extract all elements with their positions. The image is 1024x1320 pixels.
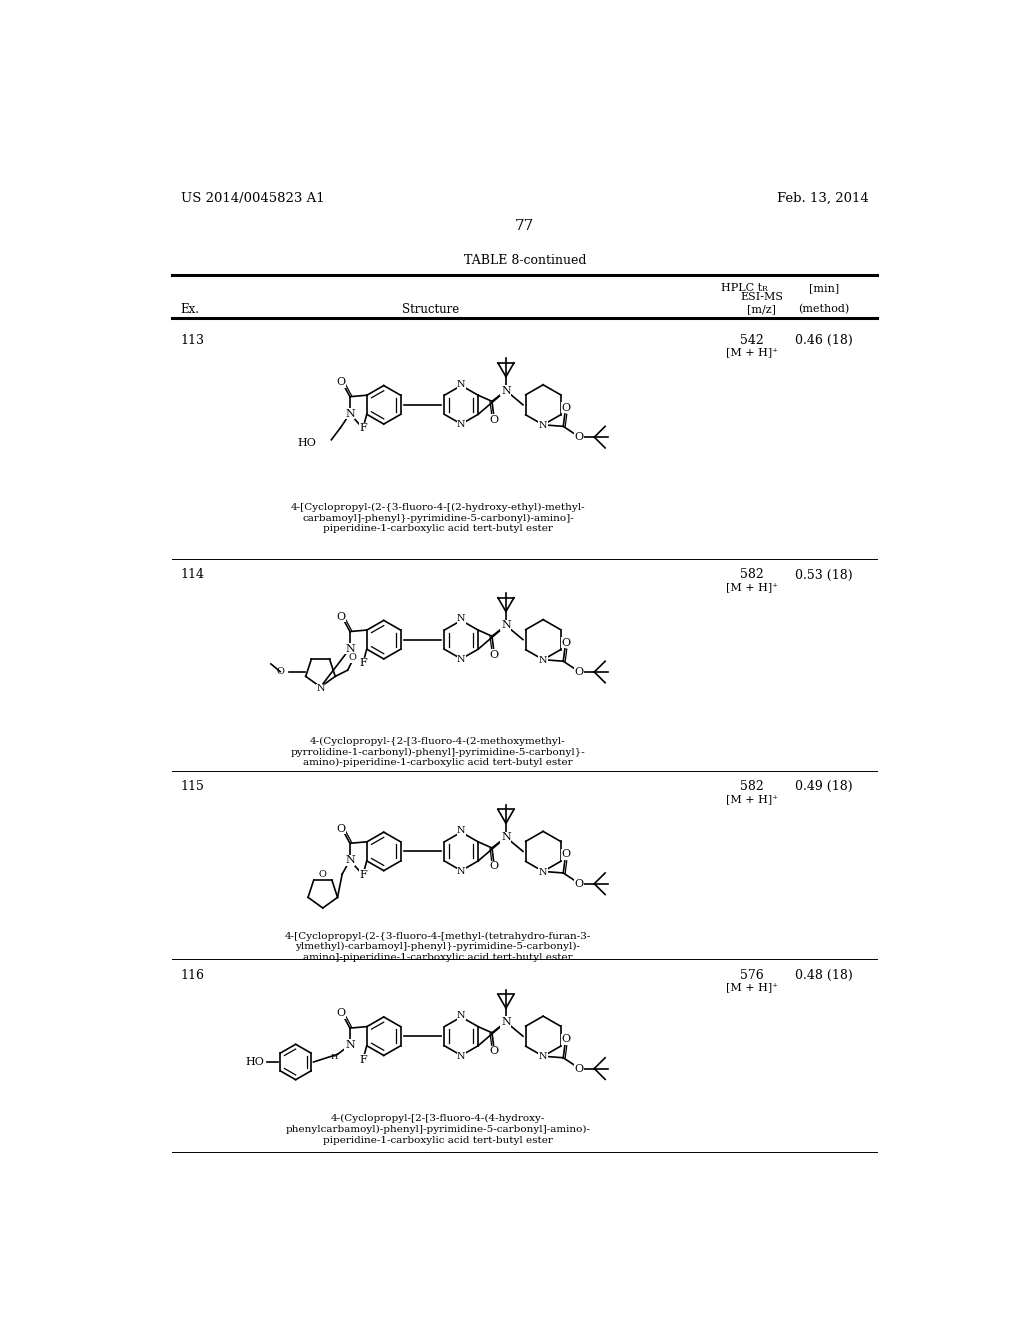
Text: 115: 115 [180,780,205,793]
Text: N: N [539,1052,548,1061]
Text: N: N [457,380,466,388]
Text: O: O [574,879,584,888]
Text: 0.53 (18): 0.53 (18) [796,569,853,582]
Text: N: N [345,409,354,418]
Text: 542: 542 [740,334,764,347]
Text: O: O [574,432,584,442]
Text: N: N [316,684,325,693]
Text: O: O [562,850,571,859]
Text: N: N [539,867,548,876]
Text: F: F [359,870,367,880]
Text: [M + H]⁺: [M + H]⁺ [726,582,778,593]
Text: 0.48 (18): 0.48 (18) [795,969,853,982]
Text: H: H [331,1053,338,1061]
Text: O: O [574,1064,584,1073]
Text: O: O [562,1035,571,1044]
Text: N: N [457,1011,466,1020]
Text: amino]-piperidine-1-carboxylic acid tert-butyl ester: amino]-piperidine-1-carboxylic acid tert… [303,953,572,962]
Text: F: F [359,1055,367,1065]
Text: 0.49 (18): 0.49 (18) [796,780,853,793]
Text: O: O [562,638,571,648]
Text: [M + H]⁺: [M + H]⁺ [726,795,778,804]
Text: O: O [336,378,345,387]
Text: F: F [359,659,367,668]
Text: Feb. 13, 2014: Feb. 13, 2014 [777,191,869,205]
Text: phenylcarbamoyl)-phenyl]-pyrimidine-5-carbonyl]-amino)-: phenylcarbamoyl)-phenyl]-pyrimidine-5-ca… [286,1125,591,1134]
Text: R: R [762,285,768,293]
Text: 0.46 (18): 0.46 (18) [795,334,853,347]
Text: pyrrolidine-1-carbonyl)-phenyl]-pyrimidine-5-carbonyl}-: pyrrolidine-1-carbonyl)-phenyl]-pyrimidi… [291,747,586,756]
Text: O: O [276,667,285,676]
Text: N: N [457,1052,466,1061]
Text: piperidine-1-carboxylic acid tert-butyl ester: piperidine-1-carboxylic acid tert-butyl … [323,1135,553,1144]
Text: [m/z]: [m/z] [748,305,776,314]
Text: 582: 582 [740,569,764,582]
Text: US 2014/0045823 A1: US 2014/0045823 A1 [180,191,325,205]
Text: [M + H]⁺: [M + H]⁺ [726,982,778,993]
Text: O: O [489,649,498,660]
Text: O: O [562,403,571,413]
Text: N: N [457,867,466,876]
Text: N: N [457,420,466,429]
Text: 116: 116 [180,969,205,982]
Text: O: O [336,612,345,622]
Text: N: N [501,1016,511,1027]
Text: N: N [457,826,466,836]
Text: N: N [501,620,511,631]
Text: HPLC t: HPLC t [721,282,762,293]
Text: N: N [345,644,354,653]
Text: 113: 113 [180,334,205,347]
Text: [M + H]⁺: [M + H]⁺ [726,347,778,358]
Text: Structure: Structure [401,302,459,315]
Text: N: N [345,855,354,865]
Text: 576: 576 [740,969,764,982]
Text: N: N [457,655,466,664]
Text: N: N [457,614,466,623]
Text: 4-(Cyclopropyl-{2-[3-fluoro-4-(2-methoxymethyl-: 4-(Cyclopropyl-{2-[3-fluoro-4-(2-methoxy… [310,737,566,746]
Text: O: O [574,667,584,677]
Text: F: F [359,424,367,433]
Text: 4-[Cyclopropyl-(2-{3-fluoro-4-[(2-hydroxy-ethyl)-methyl-: 4-[Cyclopropyl-(2-{3-fluoro-4-[(2-hydrox… [291,503,586,512]
Text: N: N [501,832,511,842]
Text: N: N [501,385,511,396]
Text: N: N [539,421,548,430]
Text: ylmethyl)-carbamoyl]-phenyl}-pyrimidine-5-carbonyl)-: ylmethyl)-carbamoyl]-phenyl}-pyrimidine-… [296,942,581,952]
Text: 582: 582 [740,780,764,793]
Text: O: O [489,414,498,425]
Text: HO: HO [297,438,315,447]
Text: TABLE 8-continued: TABLE 8-continued [464,253,586,267]
Text: carbamoyl]-phenyl}-pyrimidine-5-carbonyl)-amino]-: carbamoyl]-phenyl}-pyrimidine-5-carbonyl… [302,513,573,523]
Text: O: O [348,653,356,663]
Text: N: N [345,1040,354,1049]
Text: amino)-piperidine-1-carboxylic acid tert-butyl ester: amino)-piperidine-1-carboxylic acid tert… [303,758,572,767]
Text: piperidine-1-carboxylic acid tert-butyl ester: piperidine-1-carboxylic acid tert-butyl … [323,524,553,533]
Text: 4-[Cyclopropyl-(2-{3-fluoro-4-[methyl-(tetrahydro-furan-3-: 4-[Cyclopropyl-(2-{3-fluoro-4-[methyl-(t… [285,932,591,941]
Text: (method): (method) [799,304,850,314]
Text: O: O [318,870,327,879]
Text: O: O [336,824,345,834]
Text: N: N [539,656,548,665]
Text: HO: HO [245,1057,264,1067]
Text: 4-(Cyclopropyl-[2-[3-fluoro-4-(4-hydroxy-: 4-(Cyclopropyl-[2-[3-fluoro-4-(4-hydroxy… [331,1114,545,1123]
Text: 114: 114 [180,569,205,582]
Text: 77: 77 [515,219,535,234]
Text: [min]: [min] [809,282,839,293]
Text: ESI-MS: ESI-MS [740,292,783,302]
Text: Ex.: Ex. [180,302,200,315]
Text: O: O [489,862,498,871]
Text: O: O [336,1008,345,1019]
Text: O: O [489,1047,498,1056]
